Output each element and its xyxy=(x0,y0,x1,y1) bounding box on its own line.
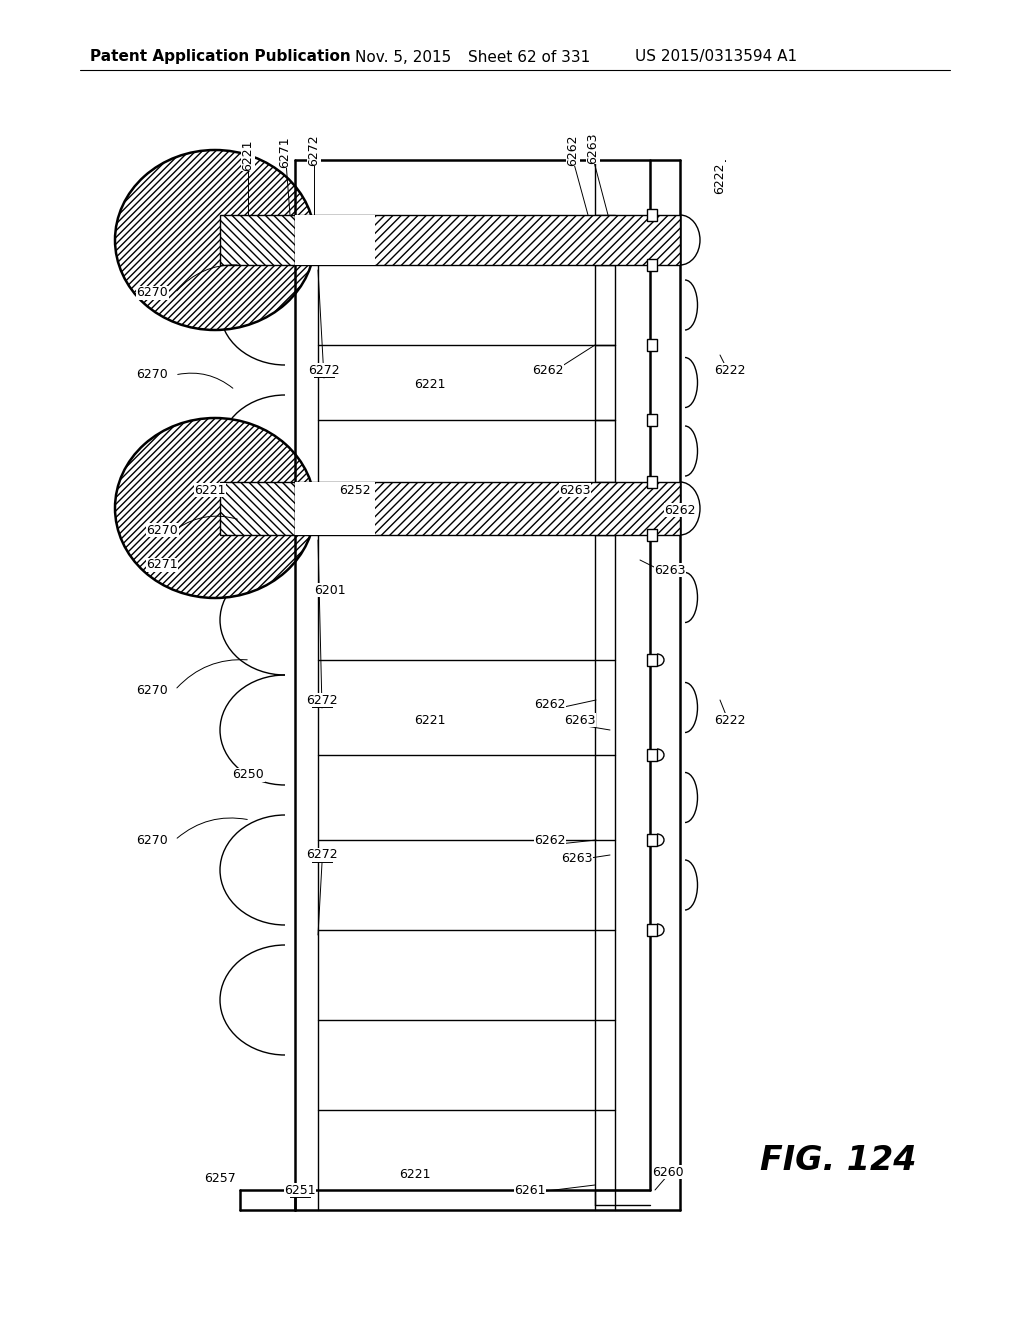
Bar xyxy=(647,339,657,351)
Text: 6262: 6262 xyxy=(566,135,580,166)
Bar xyxy=(647,259,657,271)
Text: 6262: 6262 xyxy=(532,363,564,376)
Text: 6222: 6222 xyxy=(714,162,726,194)
Text: 6262: 6262 xyxy=(665,503,695,516)
Text: 6270: 6270 xyxy=(136,684,168,697)
Text: 6251: 6251 xyxy=(285,1184,315,1196)
Text: 6270: 6270 xyxy=(136,833,168,846)
Text: 6263: 6263 xyxy=(559,483,591,496)
Bar xyxy=(220,482,295,535)
Text: Nov. 5, 2015: Nov. 5, 2015 xyxy=(355,49,452,65)
Text: 6201: 6201 xyxy=(314,583,346,597)
Text: 6250: 6250 xyxy=(232,768,264,781)
Text: 6221: 6221 xyxy=(415,714,445,726)
Text: 6272: 6272 xyxy=(307,135,321,166)
Bar xyxy=(295,482,375,535)
Text: 6262: 6262 xyxy=(535,833,565,846)
Text: 6252: 6252 xyxy=(339,483,371,496)
Text: 6222: 6222 xyxy=(715,363,745,376)
Text: 6271: 6271 xyxy=(279,136,292,168)
Bar xyxy=(647,529,657,541)
Text: 6221: 6221 xyxy=(399,1168,431,1181)
Bar xyxy=(295,215,680,265)
Text: 6270: 6270 xyxy=(146,524,178,536)
Text: 6270: 6270 xyxy=(136,286,168,300)
Bar xyxy=(647,653,657,667)
Text: 6221: 6221 xyxy=(415,379,445,392)
Text: Patent Application Publication: Patent Application Publication xyxy=(90,49,351,65)
Bar xyxy=(220,215,295,265)
Bar xyxy=(647,924,657,936)
Bar xyxy=(647,834,657,846)
Ellipse shape xyxy=(115,418,315,598)
Bar xyxy=(647,477,657,488)
Text: 6261: 6261 xyxy=(514,1184,546,1196)
Text: 6270: 6270 xyxy=(136,368,168,381)
Text: 6221: 6221 xyxy=(195,483,225,496)
Text: FIG. 124: FIG. 124 xyxy=(760,1143,916,1176)
Text: US 2015/0313594 A1: US 2015/0313594 A1 xyxy=(635,49,797,65)
Ellipse shape xyxy=(115,150,315,330)
Bar xyxy=(295,215,375,265)
Text: 6260: 6260 xyxy=(652,1166,684,1179)
Text: 6263: 6263 xyxy=(561,851,593,865)
Bar xyxy=(647,414,657,426)
Text: 6271: 6271 xyxy=(146,558,178,572)
Text: 6222: 6222 xyxy=(715,714,745,726)
Bar xyxy=(647,748,657,762)
Text: 6272: 6272 xyxy=(306,849,338,862)
Bar xyxy=(295,482,680,535)
Text: 6263: 6263 xyxy=(654,564,686,577)
Text: 6263: 6263 xyxy=(564,714,596,726)
Text: 6272: 6272 xyxy=(308,363,340,376)
Text: 6262: 6262 xyxy=(535,698,565,711)
Text: 6257: 6257 xyxy=(204,1172,236,1184)
Text: 6221: 6221 xyxy=(242,139,255,170)
Bar xyxy=(647,209,657,220)
Text: Sheet 62 of 331: Sheet 62 of 331 xyxy=(468,49,590,65)
Text: 6272: 6272 xyxy=(306,693,338,706)
Text: 6263: 6263 xyxy=(587,132,599,164)
